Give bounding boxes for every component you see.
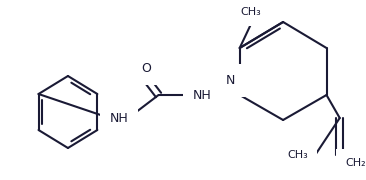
- Text: NH: NH: [193, 89, 211, 102]
- Text: CH₃: CH₃: [288, 150, 309, 160]
- Text: NH: NH: [109, 111, 128, 125]
- Text: N: N: [225, 73, 235, 87]
- Text: O: O: [141, 62, 151, 75]
- Text: CH₃: CH₃: [240, 7, 261, 17]
- Text: CH₂: CH₂: [346, 158, 366, 168]
